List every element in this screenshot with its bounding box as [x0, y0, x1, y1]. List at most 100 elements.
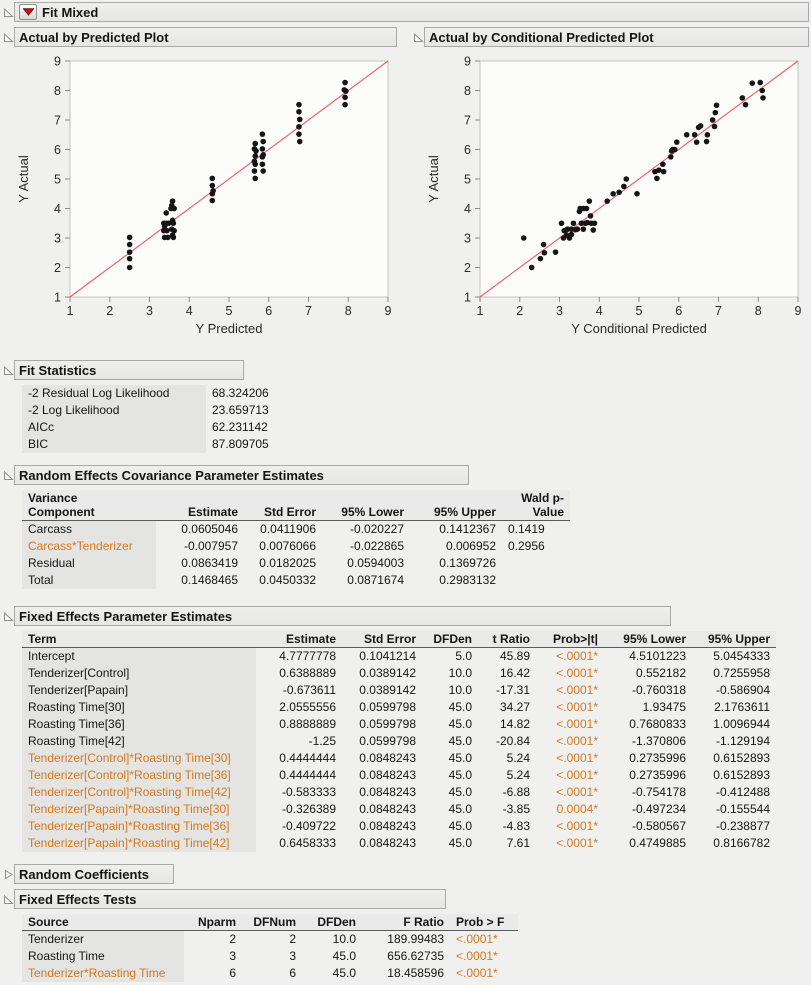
value-cell: -0.586904 — [715, 683, 770, 697]
section-title: Fixed Effects Parameter Estimates — [19, 608, 233, 624]
svg-text:6: 6 — [464, 143, 471, 157]
value-cell: 45.0 — [332, 949, 356, 963]
value-cell: 45.0 — [448, 802, 472, 816]
value-cell: 18.458596 — [387, 966, 444, 980]
svg-text:4: 4 — [464, 202, 471, 216]
value-cell: 0.0411906 — [260, 522, 316, 536]
data-points[interactable] — [126, 79, 349, 271]
table-row: Tenderizer[Control]*Roasting Time[42] -0.… — [22, 784, 776, 801]
x-axis-label: Y Conditional Predicted — [571, 321, 707, 336]
value-cell: <.0001* — [556, 649, 598, 663]
value-cell: 45.0 — [448, 785, 472, 799]
value-cell: 45.0 — [448, 717, 472, 731]
column-header: Term — [22, 631, 256, 648]
section-title: Fit Mixed — [42, 4, 99, 20]
value-cell: 0.0848243 — [359, 802, 416, 816]
section-header-fixed-effects[interactable]: Fixed Effects Parameter Estimates — [14, 606, 671, 626]
fixed-effects-table: Term Estimate Std Error DFDen t Ratio Prob>|t… — [22, 631, 811, 852]
value-cell: 14.82 — [499, 717, 530, 731]
section-header-fit-statistics[interactable]: Fit Statistics — [14, 360, 244, 380]
svg-text:3: 3 — [54, 232, 61, 246]
y-axis: 1 2 3 4 5 6 7 8 9 — [54, 55, 70, 305]
fit-statistics-table: -2 Residual Log Likelihood 68.324206 -2 Lo… — [22, 385, 811, 453]
data-points[interactable] — [520, 79, 766, 271]
value-cell: 0.0389142 — [359, 666, 416, 680]
section-title: Actual by Predicted Plot — [19, 29, 169, 45]
disclosure-open-icon[interactable] — [2, 611, 14, 622]
value-cell: 23.659713 — [212, 403, 269, 417]
value-cell: 0.0848243 — [359, 768, 416, 782]
svg-text:7: 7 — [715, 304, 722, 318]
svg-text:1: 1 — [54, 291, 61, 305]
identity-line — [69, 60, 389, 298]
svg-text:8: 8 — [345, 304, 352, 318]
svg-text:1: 1 — [67, 304, 74, 318]
svg-text:2: 2 — [106, 304, 113, 318]
disclosure-collapsed-icon[interactable] — [2, 869, 14, 880]
disclosure-open-icon[interactable] — [412, 32, 424, 43]
section-header-random-coefficients[interactable]: Random Coefficients — [14, 864, 174, 884]
value-cell: 0.1041214 — [359, 649, 416, 663]
column-header: Std Error — [342, 631, 422, 648]
section-header-random-effects[interactable]: Random Effects Covariance Parameter Esti… — [14, 465, 469, 485]
row-label-cell: Intercept — [22, 647, 256, 665]
row-label-cell: Tenderizer[Control]*Roasting Time[36] — [22, 767, 256, 784]
value-cell: -6.88 — [502, 785, 530, 799]
svg-text:6: 6 — [675, 304, 682, 318]
fixed-effects-tests-table: Source Nparm DFNum DFDen F Ratio Prob > F Tend… — [22, 914, 811, 982]
disclosure-open-icon[interactable] — [2, 7, 14, 18]
value-cell: 45.0 — [448, 819, 472, 833]
value-cell: 0.7255958 — [713, 666, 770, 680]
value-cell: 45.0 — [448, 751, 472, 765]
svg-text:8: 8 — [54, 84, 61, 98]
svg-text:3: 3 — [146, 304, 153, 318]
svg-text:3: 3 — [556, 304, 563, 318]
value-cell: 87.809705 — [212, 437, 269, 451]
actual-by-conditional-predicted-plot[interactable]: 1 2 3 4 5 6 7 8 9 1 2 3 4 5 6 7 8 9 Y Conditional Predicte… — [424, 51, 811, 348]
column-header: Prob>|t| — [536, 631, 604, 648]
value-cell: 5.24 — [506, 751, 530, 765]
value-cell: <.0001* — [556, 717, 598, 731]
value-cell: 5.0454333 — [713, 649, 770, 663]
section-fixed-effects: Fixed Effects Parameter Estimates Term Es… — [2, 606, 811, 852]
y-axis: 1 2 3 4 5 6 7 8 9 — [464, 55, 480, 305]
row-label-cell: AICc — [22, 419, 206, 436]
disclosure-open-icon[interactable] — [2, 365, 14, 376]
row-label-cell: Tenderizer[Control]*Roasting Time[42] — [22, 784, 256, 801]
row-label-cell: Tenderizer[Papain] — [22, 682, 256, 699]
value-cell: 0.0848243 — [359, 751, 416, 765]
section-header-plot1[interactable]: Actual by Predicted Plot — [14, 27, 397, 47]
value-cell: 0.0863419 — [181, 556, 238, 570]
disclosure-open-icon[interactable] — [2, 470, 14, 481]
value-cell: 45.0 — [448, 768, 472, 782]
table-row: Tenderizer[Control] 0.6388889 0.0389142 10.… — [22, 665, 776, 682]
column-header: Variance Component — [22, 490, 156, 521]
disclosure-open-icon[interactable] — [2, 32, 14, 43]
section-header-fit-mixed[interactable]: Fit Mixed — [14, 2, 809, 22]
value-cell: 45.0 — [332, 966, 356, 980]
value-cell: 0.0389142 — [359, 683, 416, 697]
svg-text:8: 8 — [464, 84, 471, 98]
table-row: Tenderizer[Papain]*Roasting Time[42] 0.64… — [22, 835, 776, 852]
value-cell: -0.020227 — [349, 522, 404, 536]
column-header: Estimate — [256, 631, 342, 648]
value-cell: 0.2735996 — [629, 768, 686, 782]
svg-text:5: 5 — [226, 304, 233, 318]
value-cell: -1.25 — [308, 734, 336, 748]
svg-text:4: 4 — [186, 304, 193, 318]
value-cell: -0.409722 — [281, 819, 336, 833]
value-cell: -0.497234 — [631, 802, 686, 816]
scatter-plot-svg: 1 2 3 4 5 6 7 8 9 1 2 3 4 5 6 7 8 9 Y Predicted Y Actual — [16, 55, 392, 337]
value-cell: 656.62735 — [387, 949, 444, 963]
section-header-fixed-effects-tests[interactable]: Fixed Effects Tests — [14, 889, 446, 909]
value-cell: 2.0555556 — [279, 700, 336, 714]
column-header: DFNum — [242, 914, 302, 931]
section-header-plot2[interactable]: Actual by Conditional Predicted Plot — [424, 27, 809, 47]
value-cell: 0.8166782 — [713, 836, 770, 850]
actual-by-predicted-plot[interactable]: 1 2 3 4 5 6 7 8 9 1 2 3 4 5 6 7 8 9 Y Predicted Y Actual — [14, 51, 412, 348]
value-cell: 0.0004* — [556, 802, 598, 816]
red-triangle-menu-icon[interactable] — [19, 4, 37, 20]
disclosure-open-icon[interactable] — [2, 894, 14, 905]
svg-text:4: 4 — [596, 304, 603, 318]
